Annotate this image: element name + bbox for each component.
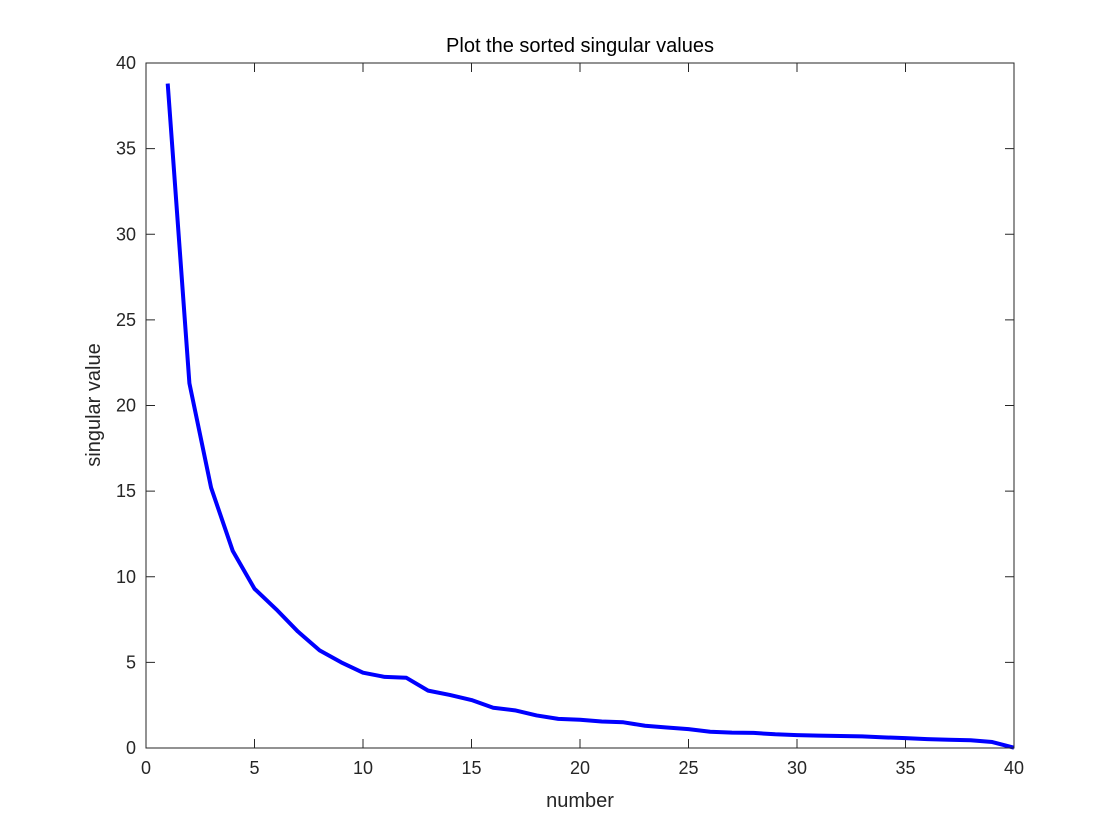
plot-area-border [145, 62, 1015, 749]
chart-title: Plot the sorted singular values [446, 35, 714, 57]
x-tick-label: 5 [249, 758, 259, 778]
series-line [165, 83, 1015, 750]
x-tick-label: 35 [895, 758, 915, 778]
y-tick-label: 20 [116, 396, 136, 416]
series-layer [165, 83, 1015, 750]
x-tick-label: 25 [678, 758, 698, 778]
plot-area-background [146, 63, 1014, 748]
x-tick-label: 30 [787, 758, 807, 778]
x-tick-label: 10 [353, 758, 373, 778]
x-tick-label: 0 [141, 758, 151, 778]
y-axis-title: singular value [83, 343, 105, 466]
y-tick-label: 5 [126, 652, 136, 672]
x-tick-labels: 0 5 10 15 20 25 30 35 40 [141, 758, 1024, 778]
x-tick-label: 20 [570, 758, 590, 778]
y-tick-label: 30 [116, 224, 136, 244]
y-tick-label: 0 [126, 738, 136, 758]
y-tick-label: 25 [116, 310, 136, 330]
x-tick-label: 40 [1004, 758, 1024, 778]
y-tick-label: 15 [116, 481, 136, 501]
x-tick-label: 15 [461, 758, 481, 778]
y-tick-labels: 0 5 10 15 20 25 30 35 40 [116, 53, 136, 758]
y-tick-label: 35 [116, 139, 136, 159]
y-tick-label: 10 [116, 567, 136, 587]
x-axis-title: number [546, 790, 614, 812]
y-tick-label: 40 [116, 53, 136, 73]
